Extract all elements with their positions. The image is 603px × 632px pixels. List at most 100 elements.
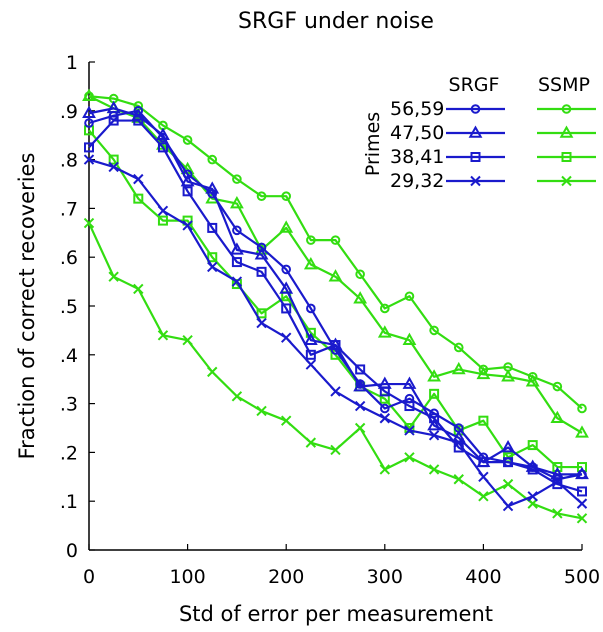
data-point (256, 405, 267, 417)
data-point (157, 205, 169, 217)
data-point (157, 142, 168, 153)
data-point (157, 330, 169, 341)
legend-marker (470, 175, 481, 187)
data-point (502, 478, 514, 490)
data-point (83, 154, 95, 165)
data-point (256, 191, 267, 201)
legend-sample-srgf (446, 125, 505, 138)
data-point (133, 115, 144, 126)
data-point (575, 425, 589, 438)
data-point (354, 422, 366, 434)
data-point (527, 491, 538, 502)
data-point (281, 303, 292, 314)
data-point (280, 415, 292, 426)
legend-marker (470, 152, 481, 162)
data-point (355, 269, 365, 280)
data-point (478, 457, 489, 468)
data-point (427, 369, 442, 382)
data-point (232, 225, 242, 236)
series-ssmp-38-41 (84, 125, 587, 473)
data-point (402, 332, 417, 345)
legend-marker (561, 104, 572, 114)
data-point (303, 332, 318, 345)
data-point (280, 332, 292, 343)
data-point (552, 508, 563, 519)
legend-sample-ssmp (537, 104, 596, 114)
y-tick-label: .2 (60, 442, 78, 464)
data-point (453, 437, 464, 448)
data-point (281, 264, 292, 275)
data-point (429, 413, 440, 424)
data-point (429, 325, 439, 336)
data-point (428, 464, 440, 475)
data-point (303, 256, 318, 270)
data-point (180, 174, 195, 187)
x-tick-label: 100 (169, 566, 205, 588)
data-point (453, 342, 464, 353)
data-point (229, 195, 244, 209)
data-point (404, 401, 415, 412)
data-point (182, 220, 193, 231)
y-axis-label: Fraction of correct recoveries (15, 153, 39, 460)
series-line (88, 95, 583, 434)
data-point (379, 464, 391, 475)
data-point (552, 462, 563, 473)
x-tick-label: 0 (83, 566, 95, 588)
y-tick-label: .4 (60, 345, 78, 367)
data-point (256, 266, 267, 277)
y-tick-label: .6 (60, 247, 78, 269)
data-point (501, 369, 515, 382)
data-point (82, 105, 96, 119)
data-point (353, 291, 368, 304)
data-point (231, 391, 243, 402)
y-tick-label: 0 (66, 540, 78, 562)
data-point (108, 161, 119, 173)
series-line (88, 109, 583, 481)
legend-marker (470, 104, 481, 114)
data-point (429, 388, 440, 399)
data-point (108, 271, 119, 282)
legend-row-label: 56,59 (390, 98, 444, 120)
data-point (133, 283, 144, 295)
data-point (355, 364, 366, 375)
data-point (404, 291, 415, 302)
data-point (157, 215, 168, 226)
series-ssmp-56-59 (84, 91, 587, 414)
x-tick-label: 400 (465, 566, 501, 588)
data-point (254, 247, 269, 260)
legend: SRGF SSMP Primes 56,59 47,50 38,41 29,32 (362, 74, 596, 192)
legend-marker (468, 125, 483, 138)
data-point (231, 276, 243, 287)
data-point (256, 317, 267, 329)
data-point (305, 437, 317, 448)
data-point (576, 498, 588, 509)
data-point (575, 466, 589, 480)
data-point (552, 381, 563, 392)
data-point (552, 476, 563, 487)
legend-sample-srgf (446, 152, 505, 162)
legend-marker (561, 175, 572, 187)
data-point (476, 366, 491, 380)
data-point (207, 261, 218, 273)
data-point (306, 303, 316, 314)
data-point (451, 361, 466, 375)
data-point (281, 191, 292, 201)
data-point (576, 513, 588, 524)
y-tick-label: .8 (60, 150, 78, 172)
data-point (82, 88, 96, 101)
data-point (108, 154, 119, 165)
legend-sample-ssmp (537, 175, 596, 187)
chart-title: SRGF under noise (238, 9, 434, 34)
series-line (88, 119, 583, 493)
legend-header-ssmp: SSMP (538, 74, 590, 96)
series-srgf-47-50 (82, 100, 589, 480)
legend-group-label: Primes (362, 112, 384, 176)
data-point (502, 500, 514, 512)
legend-row-label: 38,41 (390, 146, 444, 168)
x-tick-label: 200 (268, 566, 304, 588)
series-srgf-56-59 (84, 106, 587, 485)
data-point (328, 269, 343, 282)
data-point (380, 403, 390, 414)
data-point (503, 457, 514, 468)
